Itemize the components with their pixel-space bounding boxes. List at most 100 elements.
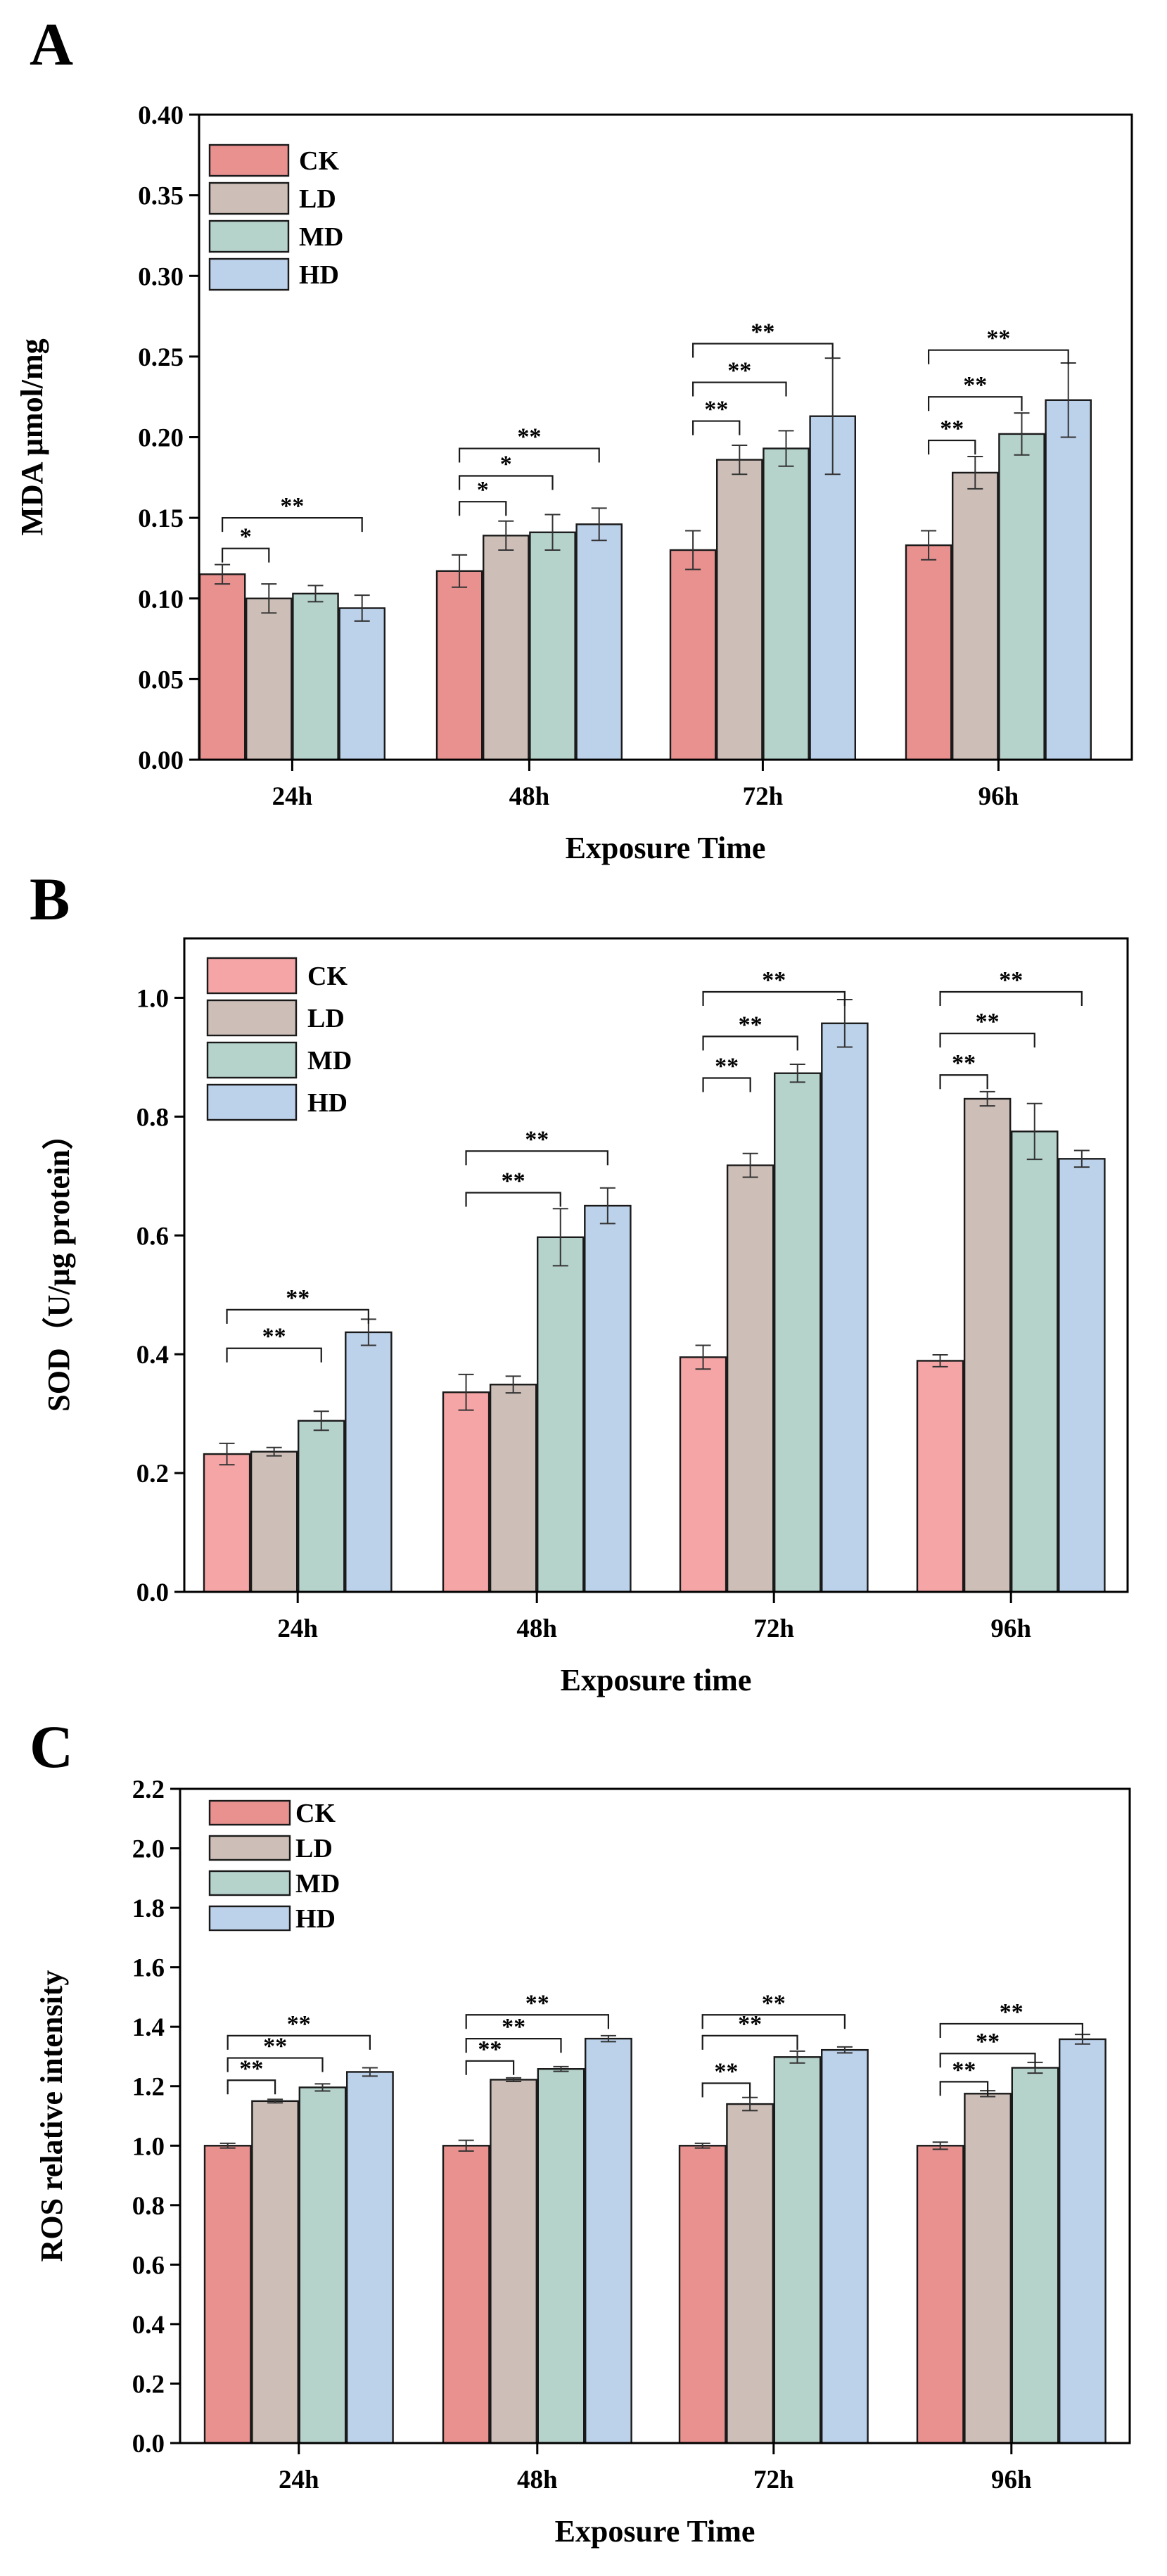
bar — [490, 2079, 538, 2444]
legend-label: MD — [295, 1869, 340, 1899]
significance-bracket — [227, 2057, 324, 2072]
bar — [821, 1022, 869, 1593]
y-tick-label: 0.20 — [138, 424, 184, 453]
bar — [726, 1164, 774, 1593]
legend-swatch — [208, 144, 290, 177]
x-tick-label: 96h — [978, 782, 1019, 811]
significance-label: ** — [263, 2034, 287, 2060]
bar — [529, 531, 576, 761]
significance-bracket — [939, 2022, 1083, 2038]
legend-label: HD — [295, 1904, 336, 1934]
significance-bracket — [939, 1074, 988, 1090]
y-tick-label: 1.2 — [132, 2073, 165, 2102]
bar — [678, 2145, 727, 2444]
y-tick-label: 0.35 — [138, 182, 184, 211]
legend-label: LD — [307, 1004, 345, 1033]
significance-bracket — [928, 439, 976, 455]
legend-swatch — [206, 957, 298, 995]
significance-label: ** — [715, 1053, 739, 1079]
significance-bracket — [227, 2079, 276, 2095]
y-tick-label: 0.6 — [132, 2251, 165, 2280]
significance-bracket — [226, 1308, 369, 1324]
x-tick-label: 72h — [753, 2466, 794, 2494]
x-tick-label: 72h — [743, 782, 784, 811]
bar — [963, 1097, 1012, 1593]
y-tick-label: 0.0 — [132, 2430, 165, 2459]
significance-label: ** — [751, 319, 774, 345]
significance-label: ** — [739, 1012, 763, 1038]
bar — [346, 2071, 394, 2444]
bar — [726, 2103, 774, 2444]
bar — [820, 2048, 869, 2444]
bar — [251, 2100, 299, 2444]
x-tick-label: 96h — [991, 2466, 1032, 2494]
legend-label: CK — [295, 1799, 336, 1828]
legend-swatch — [208, 181, 290, 215]
legend-label: HD — [299, 260, 339, 290]
bar — [584, 1204, 632, 1593]
significance-label: ** — [986, 326, 1010, 352]
bar — [575, 523, 623, 761]
chart-panel-c: C************************0.00.20.40.60.8… — [30, 1713, 1131, 2549]
x-axis-title: Exposure Time — [566, 831, 766, 865]
significance-bracket — [692, 420, 741, 435]
bar — [1058, 1158, 1106, 1593]
y-axis-title: MDA μmol/mg — [15, 338, 49, 535]
significance-bracket — [702, 990, 846, 1007]
significance-label: ** — [714, 2059, 738, 2085]
bar — [537, 2068, 585, 2444]
bar — [679, 1356, 727, 1593]
bar — [905, 544, 952, 761]
bar — [489, 1384, 537, 1593]
y-tick-label: 0.2 — [136, 1460, 169, 1488]
y-tick-label: 2.2 — [132, 1775, 165, 1804]
bar — [1010, 1130, 1059, 1593]
bar — [298, 1420, 345, 1593]
legend-swatch — [208, 219, 290, 253]
x-tick-label: 24h — [277, 1614, 318, 1643]
significance-bracket — [227, 2034, 371, 2050]
significance-bracket — [465, 1150, 608, 1166]
significance-bracket — [701, 2014, 846, 2029]
legend-swatch — [208, 1835, 291, 1861]
significance-bracket — [939, 2081, 989, 2096]
legend-swatch — [206, 999, 298, 1037]
bar — [916, 1360, 964, 1593]
significance-label: * — [500, 452, 512, 478]
significance-bracket — [222, 517, 363, 533]
y-tick-label: 0.8 — [132, 2192, 165, 2221]
y-tick-label: 0.10 — [138, 585, 184, 614]
significance-label: * — [240, 524, 252, 550]
bar — [951, 471, 999, 761]
significance-bracket — [465, 2060, 515, 2075]
plot-frame — [179, 1787, 1131, 2444]
legend-swatch — [206, 1083, 298, 1121]
legend-label: CK — [299, 146, 339, 176]
significance-label: ** — [976, 2029, 1000, 2055]
significance-label: ** — [704, 397, 728, 423]
bar — [1058, 2038, 1107, 2444]
significance-bracket — [465, 2037, 562, 2053]
y-tick-label: 1.0 — [132, 2132, 165, 2161]
significance-bracket — [459, 447, 600, 463]
y-tick-label: 1.4 — [132, 2013, 165, 2042]
bar — [1011, 2067, 1059, 2444]
y-tick-label: 0.05 — [138, 665, 184, 694]
significance-label: ** — [525, 1126, 549, 1152]
significance-label: ** — [502, 1168, 525, 1194]
significance-bracket — [939, 2053, 1036, 2068]
y-tick-label: 2.0 — [132, 1835, 165, 1864]
significance-bracket — [459, 475, 554, 490]
bar — [763, 447, 810, 761]
y-tick-label: 1.0 — [136, 984, 169, 1013]
y-axis-title: SOD（U/μg protein） — [42, 1118, 76, 1412]
significance-label: ** — [286, 1285, 310, 1311]
significance-label: ** — [280, 493, 304, 519]
panel-label: B — [30, 865, 70, 933]
significance-bracket — [465, 1192, 561, 1207]
significance-label: ** — [952, 1050, 976, 1076]
chart-panel-b: B********************0.00.20.40.60.81.02… — [30, 865, 1129, 1697]
bar — [442, 2145, 490, 2444]
bar — [198, 573, 246, 761]
legend-label: LD — [295, 1834, 333, 1863]
